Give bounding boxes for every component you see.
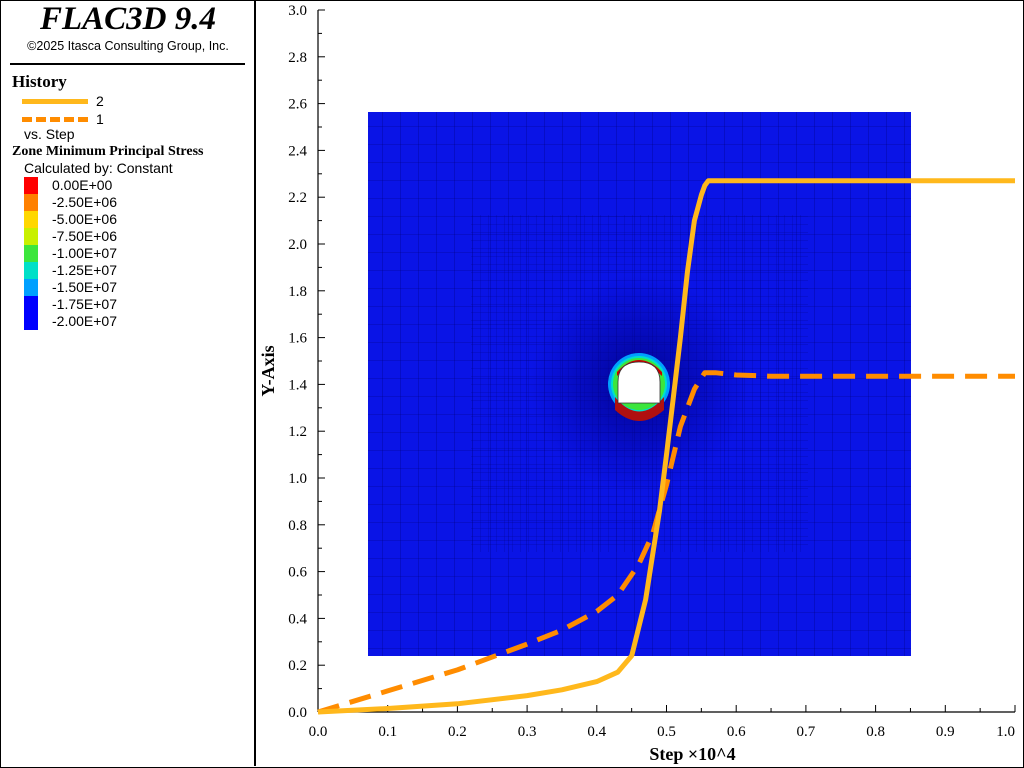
colorbar-label: -7.50E+06 — [52, 228, 117, 244]
contour-floor-zone — [615, 397, 664, 421]
colorbar-label: -1.00E+07 — [52, 245, 117, 261]
colorbar-label: -1.25E+07 — [52, 262, 117, 278]
y-tick-label: 1.2 — [288, 424, 307, 440]
y-tick-label: 1.0 — [288, 471, 307, 487]
x-tick-label: 0.9 — [936, 724, 955, 740]
tunnel-excavation — [617, 361, 661, 404]
colorbar-label: 0.00E+00 — [52, 177, 113, 193]
copyright-notice: ©2025 Itasca Consulting Group, Inc. — [27, 39, 229, 53]
x-tick-label: 0.7 — [797, 724, 816, 740]
series-line-1 — [317, 370, 1015, 715]
y-tick-label: 1.4 — [288, 377, 307, 393]
colorbar-swatch — [24, 211, 38, 228]
x-tick-label: 0.5 — [657, 724, 676, 740]
plot-area: 0.0 0.2 0.4 0.6 0.8 1.0 1.2 1.4 1.6 1.8 2.0 2.2 2.4 2… — [258, 3, 1016, 764]
colorbar-label: -5.00E+06 — [52, 211, 117, 227]
y-tick-label: 0.2 — [288, 658, 307, 674]
x-tick-label: 0.0 — [309, 724, 328, 740]
history-2-label: 2 — [96, 93, 104, 109]
colorbar-label: -2.50E+06 — [52, 194, 117, 210]
x-tick-label: 0.6 — [727, 724, 746, 740]
history-1-swatch — [22, 117, 88, 122]
x-tick-label: 0.4 — [587, 724, 606, 740]
history-2-swatch — [22, 99, 88, 104]
history-1-label: 1 — [96, 111, 104, 127]
y-tick-label: 0.6 — [288, 565, 307, 581]
y-tick-label: 2.2 — [288, 190, 307, 206]
colorbar-label: -1.50E+07 — [52, 279, 117, 295]
x-tick-label: 0.2 — [448, 724, 467, 740]
y-tick-label: 2.4 — [288, 143, 307, 159]
y-tick-label: 2.6 — [288, 97, 307, 113]
x-tick-label: 0.1 — [378, 724, 397, 740]
colorbar-swatch — [24, 279, 38, 296]
y-tick-label: 3.0 — [288, 3, 307, 19]
colorbar-band: -2.50E+06 — [24, 194, 224, 211]
x-axis-title: Step ×10^4 — [649, 744, 735, 764]
colorbar-swatch — [24, 228, 38, 245]
vs-step-label: vs. Step — [24, 126, 75, 142]
colorbar-band: -1.75E+07 — [24, 296, 224, 313]
series-line-2 — [317, 178, 1015, 715]
legend-panel: FLAC3D 9.4 ©2025 Itasca Consulting Group… — [0, 0, 256, 766]
y-tick-label: 0.4 — [288, 611, 307, 627]
y-tick-label: 0.8 — [288, 518, 307, 534]
colorbar-band: -2.00E+07 — [24, 313, 224, 330]
colorbar-band: -7.50E+06 — [24, 228, 224, 245]
colorbar-label: -1.75E+07 — [52, 296, 117, 312]
colorbar-swatch — [24, 177, 38, 194]
axes: 0.0 0.2 0.4 0.6 0.8 1.0 1.2 1.4 1.6 1.8 2.0 2.2 2.4 2… — [258, 3, 1016, 764]
y-tick-label: 2.0 — [288, 237, 307, 253]
history-heading: History — [12, 72, 67, 91]
colorbar-band: -1.50E+07 — [24, 279, 224, 296]
y-tick-label: 1.8 — [288, 284, 307, 300]
y-tick-label: 0.0 — [288, 705, 307, 721]
colorbar-band: -1.25E+07 — [24, 262, 224, 279]
contour-title: Zone Minimum Principal Stress — [12, 144, 204, 159]
colorbar-band: 0.00E+00 — [24, 177, 224, 194]
stress-contour-model — [368, 112, 911, 656]
y-axis-title: Y-Axis — [258, 345, 278, 396]
colorbar-swatch — [24, 245, 38, 262]
title-divider — [10, 63, 245, 65]
y-tick-label: 2.8 — [288, 50, 307, 66]
y-tick-label: 1.6 — [288, 331, 307, 347]
colorbar-band: -5.00E+06 — [24, 211, 224, 228]
colorbar-swatch — [24, 313, 38, 330]
x-tick-label: 0.3 — [518, 724, 537, 740]
x-tick-label: 1.0 — [996, 724, 1015, 740]
x-tick-label: 0.8 — [866, 724, 885, 740]
colorbar-label: -2.00E+07 — [52, 313, 117, 329]
colorbar-swatch — [24, 194, 38, 211]
colorbar-swatch — [24, 296, 38, 313]
app-title: FLAC3D 9.4 — [39, 1, 217, 37]
colorbar-band: -1.00E+07 — [24, 245, 224, 262]
series-layer — [317, 178, 1015, 715]
colorbar-swatch — [24, 262, 38, 279]
calculated-by-label: Calculated by: Constant — [24, 160, 173, 176]
